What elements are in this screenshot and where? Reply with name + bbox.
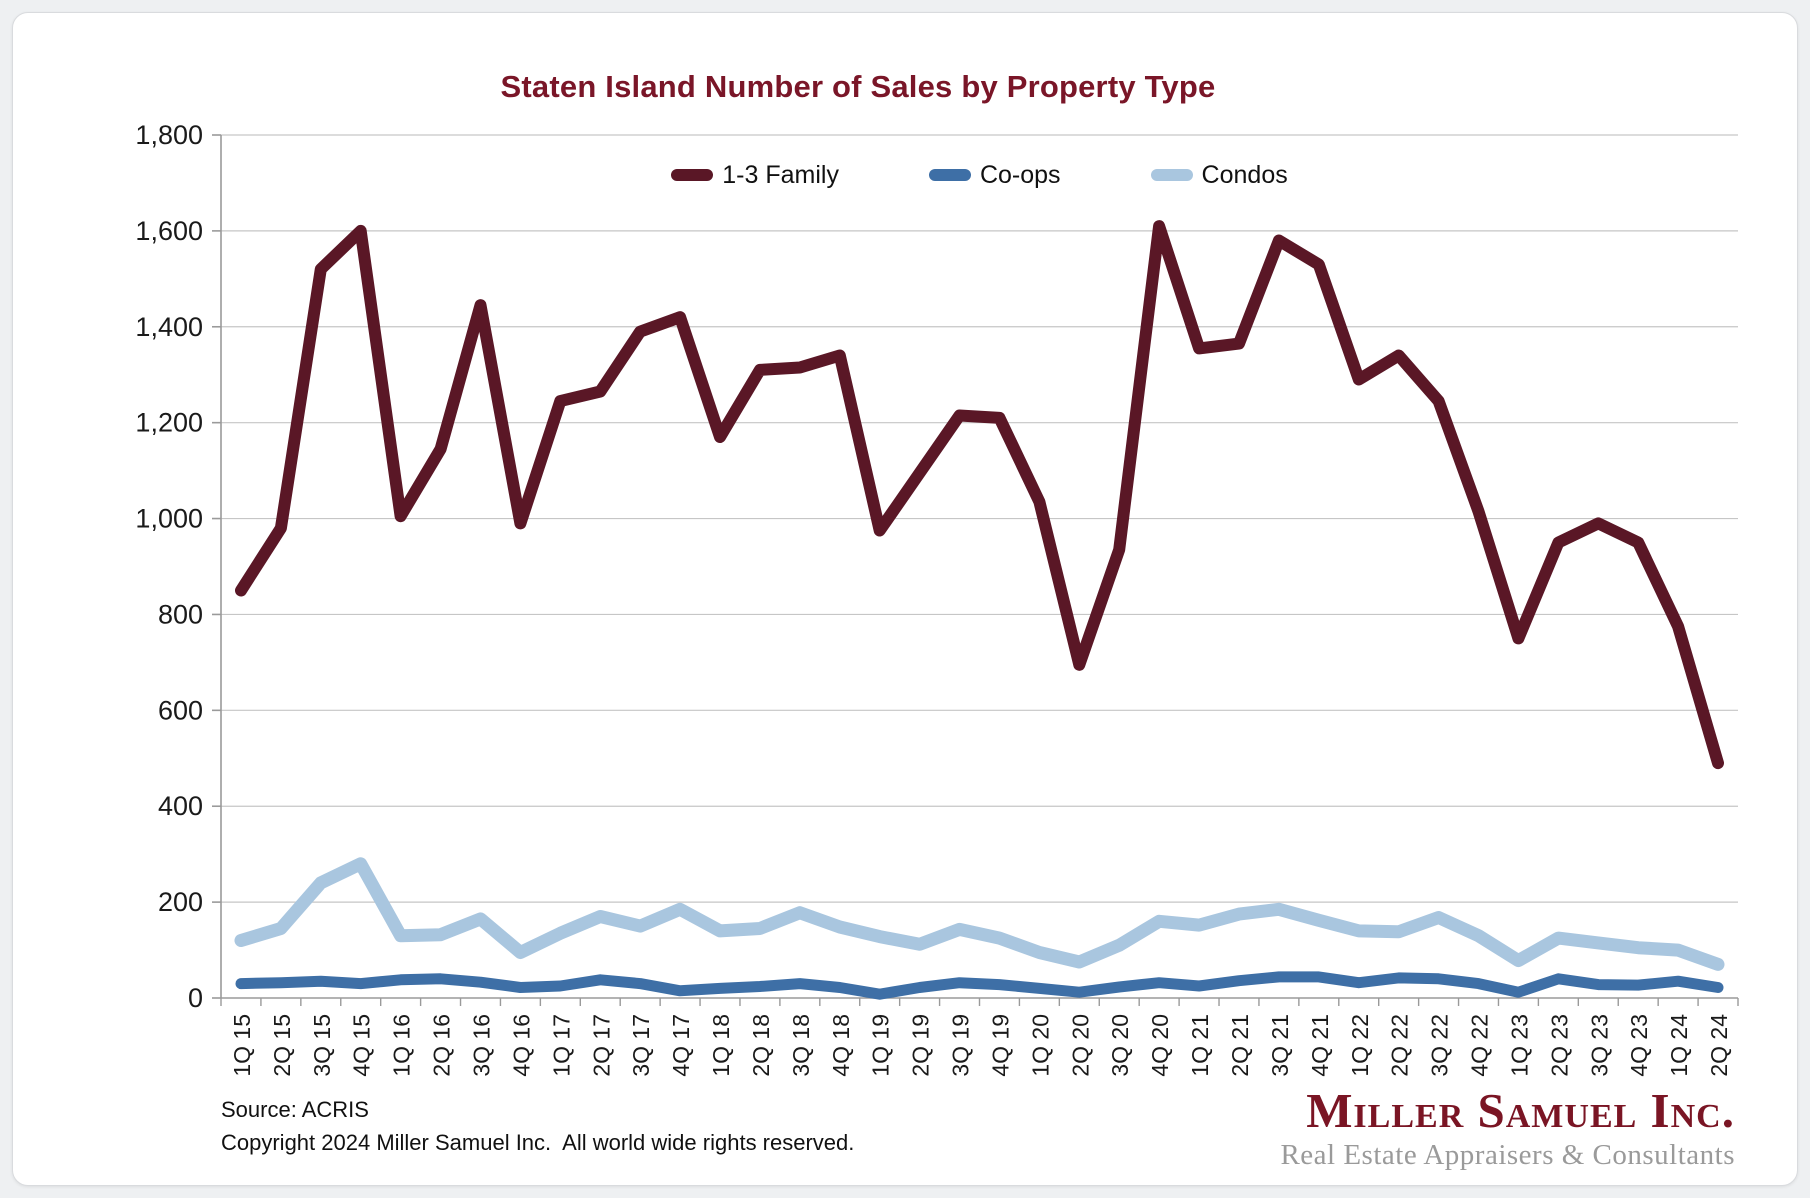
x-axis-label: 4Q 16 [508, 1014, 534, 1077]
x-axis-label: 2Q 23 [1546, 1014, 1572, 1077]
x-axis-label: 4Q 23 [1626, 1014, 1652, 1077]
y-axis-label: 1,000 [135, 504, 203, 534]
x-axis-label: 3Q 20 [1107, 1014, 1133, 1077]
x-axis-label: 2Q 17 [588, 1014, 614, 1077]
legend-item-condos: Condos [1150, 160, 1288, 190]
x-axis-label: 1Q 19 [868, 1014, 894, 1077]
x-axis-label: 4Q 17 [668, 1014, 694, 1077]
y-axis-label: 1,600 [135, 216, 203, 246]
x-axis-label: 3Q 16 [468, 1014, 494, 1077]
x-axis-label: 3Q 22 [1427, 1014, 1453, 1077]
x-axis-label: 2Q 21 [1227, 1014, 1253, 1077]
x-axis-label: 3Q 19 [948, 1014, 974, 1077]
x-axis-label: 4Q 19 [987, 1014, 1013, 1077]
legend-item-co-ops: Co-ops [928, 160, 1061, 190]
x-axis-label: 2Q 19 [908, 1014, 934, 1077]
x-axis-label: 4Q 20 [1147, 1014, 1173, 1077]
logo-company-name: Miller Samuel Inc. [1306, 1083, 1735, 1138]
y-axis-label: 800 [158, 599, 203, 629]
copyright-note: Copyright 2024 Miller Samuel Inc. All wo… [221, 1130, 855, 1155]
x-axis-label: 2Q 24 [1706, 1014, 1732, 1077]
chart-legend: 1-3 Family Co-ops Condos [221, 159, 1738, 191]
x-axis-label: 2Q 18 [748, 1014, 774, 1077]
x-axis-label: 1Q 18 [708, 1014, 734, 1077]
legend-swatch-icon [1150, 169, 1193, 181]
x-axis-label: 1Q 21 [1187, 1014, 1213, 1077]
legend-swatch-icon [928, 169, 971, 181]
source-note: Source: ACRIS [221, 1097, 369, 1122]
x-axis-label: 4Q 22 [1467, 1014, 1493, 1077]
x-axis-label: 4Q 15 [349, 1014, 375, 1077]
x-axis-label: 1Q 24 [1666, 1014, 1692, 1077]
y-axis-label: 1,800 [135, 120, 203, 150]
x-axis-label: 2Q 20 [1067, 1014, 1093, 1077]
x-axis-label: 1Q 23 [1506, 1014, 1532, 1077]
chart-card: Staten Island Number of Sales by Propert… [12, 12, 1798, 1186]
chart-title: Staten Island Number of Sales by Propert… [500, 69, 1216, 104]
x-axis-label: 3Q 23 [1586, 1014, 1612, 1077]
legend-label: 1-3 Family [722, 160, 839, 189]
y-axis-label: 600 [158, 695, 203, 725]
x-axis-label: 2Q 15 [269, 1014, 295, 1077]
x-axis-label: 2Q 16 [429, 1014, 455, 1077]
series-line-co-ops [235, 971, 1724, 1000]
x-axis-label: 3Q 17 [628, 1014, 654, 1077]
y-axis-label: 0 [188, 983, 203, 1013]
legend-item-1-3-family: 1-3 Family [671, 161, 839, 190]
legend-swatch-icon [671, 169, 714, 181]
legend-label: Condos [1201, 160, 1288, 189]
x-axis-label: 1Q 22 [1347, 1014, 1373, 1077]
company-logo: Miller Samuel Inc. Real Estate Appraiser… [1280, 1085, 1735, 1173]
y-axis-label: 200 [158, 887, 203, 917]
chart-footer: Source: ACRIS Copyright 2024 Miller Samu… [221, 1093, 854, 1159]
y-axis-label: 400 [158, 791, 203, 821]
x-axis-label: 1Q 20 [1027, 1014, 1053, 1077]
line-chart: 0 200 400 600 800 1,000 1,200 1,400 1,600 1,800 1Q… [135, 120, 1739, 1077]
series-line-1-3-family [235, 220, 1724, 770]
x-axis-label: 4Q 18 [828, 1014, 854, 1077]
y-axis-label: 1,200 [135, 408, 203, 438]
legend-label: Co-ops [979, 160, 1061, 189]
series-line-condos [234, 857, 1725, 971]
x-axis-label: 1Q 16 [389, 1014, 415, 1077]
x-axis-label: 3Q 18 [788, 1014, 814, 1077]
x-axis-label: 3Q 21 [1267, 1014, 1293, 1077]
x-axis-label: 1Q 17 [548, 1014, 574, 1077]
logo-tagline: Real Estate Appraisers & Consultants [1280, 1139, 1735, 1171]
x-axis-label: 3Q 15 [309, 1014, 335, 1077]
x-axis-label: 1Q 15 [229, 1014, 255, 1077]
y-axis-label: 1,400 [135, 312, 203, 342]
x-axis-label: 2Q 22 [1387, 1014, 1413, 1077]
x-axis-label: 4Q 21 [1307, 1014, 1333, 1077]
